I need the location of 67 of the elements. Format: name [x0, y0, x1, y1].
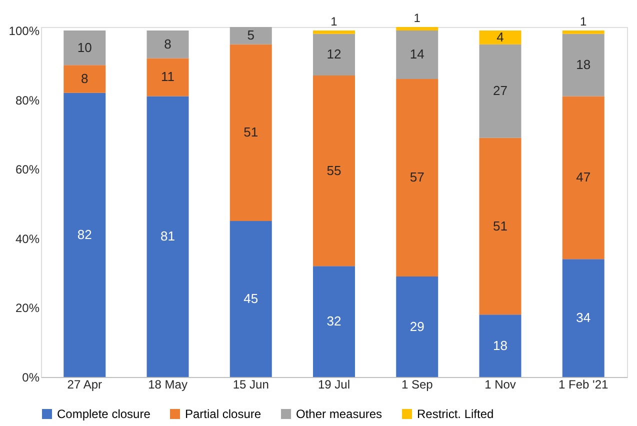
bar [313, 34, 355, 76]
bar [396, 276, 438, 377]
bar [479, 44, 522, 138]
data-label: 82 [77, 226, 92, 242]
data-label: 57 [410, 170, 424, 185]
legend-label: Restrict. Lifted [417, 407, 494, 421]
data-label: 32 [326, 314, 342, 329]
y-tick-label: 80% [15, 93, 40, 108]
y-tick-label: 20% [15, 301, 40, 316]
y-tick-label: 60% [15, 162, 40, 177]
legend-label: Other measures [296, 407, 382, 421]
data-label: 51 [493, 218, 508, 234]
bar [146, 58, 189, 96]
data-label: 11 [161, 69, 175, 84]
y-tick-label: 0% [22, 370, 40, 384]
data-label: 18 [493, 338, 508, 353]
bar [562, 259, 604, 377]
bar [396, 30, 438, 79]
data-label: 51 [244, 124, 258, 140]
bar [230, 27, 272, 44]
data-label: 8 [164, 36, 172, 52]
bar [396, 27, 438, 30]
y-tick-label: 100% [8, 24, 40, 38]
x-tick-label: 15 Jun [232, 378, 269, 392]
bar [562, 34, 604, 96]
x-tick-label: 27 Apr [67, 378, 102, 392]
bar [562, 30, 604, 34]
data-label: 55 [326, 162, 342, 178]
data-label: 10 [77, 40, 92, 55]
legend-label: Partial closure [185, 407, 262, 421]
bar [313, 266, 355, 377]
bar [479, 30, 522, 44]
data-label: 81 [160, 228, 175, 244]
data-label: 1 [580, 14, 588, 28]
bar [64, 92, 106, 377]
bar [230, 44, 272, 222]
data-label: 14 [410, 46, 424, 62]
data-label: 4 [496, 29, 504, 44]
bar [146, 96, 189, 377]
y-tick-label: 40% [15, 232, 40, 246]
bar [313, 76, 355, 266]
bar [64, 65, 106, 93]
data-label: 45 [244, 291, 258, 306]
bar [230, 221, 272, 377]
x-tick-label: 1 Sep [401, 378, 434, 392]
data-label: 18 [576, 57, 591, 72]
data-label: 1 [414, 11, 421, 25]
data-label: 5 [247, 28, 254, 43]
data-label: 1 [330, 14, 338, 28]
data-label: 34 [576, 310, 591, 326]
bar [479, 138, 522, 315]
bar [64, 30, 106, 66]
bar [396, 78, 438, 277]
data-label: 29 [410, 318, 424, 334]
x-tick-label: 18 May [148, 378, 188, 392]
data-label: 12 [326, 46, 342, 62]
data-label: 8 [81, 70, 88, 86]
x-tick-label: 1 Feb '21 [558, 378, 609, 392]
x-tick-label: 1 Nov [484, 378, 516, 392]
bar [479, 314, 522, 377]
legend-label: Complete closure [57, 407, 151, 421]
bar [313, 30, 355, 34]
data-label: 47 [576, 170, 591, 185]
bar [562, 96, 604, 260]
bar [146, 30, 189, 58]
data-label: 27 [493, 83, 508, 98]
x-tick-label: 19 Jul [318, 378, 350, 392]
